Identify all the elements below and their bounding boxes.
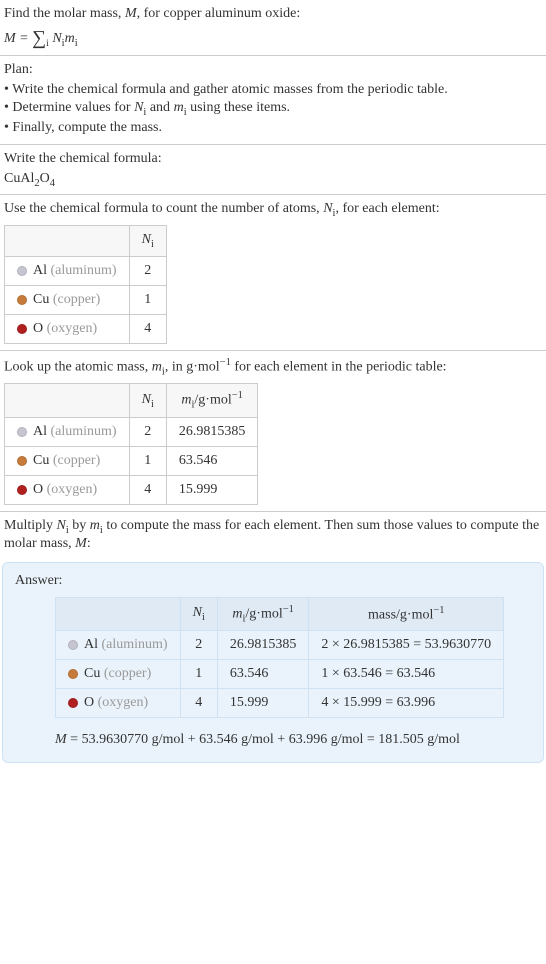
m-cell: 15.999 bbox=[166, 475, 258, 504]
n-cell: 4 bbox=[129, 475, 166, 504]
lookup-table: Ni mi/g·mol−1 Al (aluminum) 2 26.9815385… bbox=[4, 383, 258, 504]
header-m: mi/g·mol−1 bbox=[166, 384, 258, 417]
intro-var-m: M bbox=[125, 6, 137, 21]
n-cell: 2 bbox=[180, 631, 217, 660]
answer-final-equation: M = 53.9630770 g/mol + 63.546 g/mol + 63… bbox=[55, 732, 531, 748]
n-cell: 2 bbox=[129, 417, 166, 446]
element-cell: O (oxygen) bbox=[5, 314, 130, 343]
header-n: Ni bbox=[129, 384, 166, 417]
plan-title: Plan: bbox=[4, 62, 542, 78]
element-dot-icon bbox=[17, 427, 27, 437]
element-cell: Al (aluminum) bbox=[5, 256, 130, 285]
multiply-section: Multiply Ni by mi to compute the mass fo… bbox=[0, 512, 546, 558]
eq-m: m bbox=[65, 31, 75, 46]
header-empty bbox=[5, 226, 130, 257]
mass-cell: 1 × 63.546 = 63.546 bbox=[309, 660, 504, 689]
table-row: O (oxygen) 4 bbox=[5, 314, 167, 343]
element-cell: Cu (copper) bbox=[5, 285, 130, 314]
element-cell: Al (aluminum) bbox=[56, 631, 181, 660]
element-cell: Cu (copper) bbox=[5, 446, 130, 475]
eq-left: M bbox=[4, 31, 16, 46]
sum-index: i bbox=[46, 38, 49, 49]
formula-title: Write the chemical formula: bbox=[4, 151, 542, 167]
header-empty bbox=[56, 597, 181, 630]
count-section: Use the chemical formula to count the nu… bbox=[0, 195, 546, 351]
m-cell: 15.999 bbox=[217, 689, 309, 718]
chemical-formula: CuAl2O4 bbox=[4, 171, 542, 189]
element-dot-icon bbox=[17, 324, 27, 334]
n-cell: 4 bbox=[129, 314, 166, 343]
plan-item: • Write the chemical formula and gather … bbox=[4, 82, 542, 98]
element-dot-icon bbox=[17, 266, 27, 276]
eq-n: N bbox=[52, 31, 61, 46]
element-dot-icon bbox=[17, 456, 27, 466]
m-cell: 63.546 bbox=[217, 660, 309, 689]
molar-mass-equation: M = ∑i Nimi bbox=[4, 26, 542, 49]
n-cell: 1 bbox=[129, 446, 166, 475]
header-mass: mass/g·mol−1 bbox=[309, 597, 504, 630]
plan-item: • Determine values for Ni and mi using t… bbox=[4, 100, 542, 118]
element-cell: Cu (copper) bbox=[56, 660, 181, 689]
n-cell: 1 bbox=[180, 660, 217, 689]
answer-box: Answer: Ni mi/g·mol−1 mass/g·mol−1 Al (a… bbox=[2, 562, 544, 763]
m-cell: 63.546 bbox=[166, 446, 258, 475]
answer-label: Answer: bbox=[15, 573, 531, 589]
element-dot-icon bbox=[17, 295, 27, 305]
element-cell: Al (aluminum) bbox=[5, 417, 130, 446]
formula-section: Write the chemical formula: CuAl2O4 bbox=[0, 145, 546, 196]
element-dot-icon bbox=[17, 485, 27, 495]
table-row: Cu (copper) 1 63.546 bbox=[5, 446, 258, 475]
mass-cell: 2 × 26.9815385 = 53.9630770 bbox=[309, 631, 504, 660]
mass-cell: 4 × 15.999 = 63.996 bbox=[309, 689, 504, 718]
table-row: Cu (copper) 1 63.546 1 × 63.546 = 63.546 bbox=[56, 660, 504, 689]
intro-line1a: Find the molar mass, bbox=[4, 6, 125, 21]
intro-line1b: , for copper aluminum oxide: bbox=[137, 6, 301, 21]
m-cell: 26.9815385 bbox=[166, 417, 258, 446]
header-empty bbox=[5, 384, 130, 417]
element-dot-icon bbox=[68, 698, 78, 708]
element-dot-icon bbox=[68, 669, 78, 679]
intro-text: Find the molar mass, M, for copper alumi… bbox=[4, 6, 542, 22]
count-title: Use the chemical formula to count the nu… bbox=[4, 201, 542, 219]
element-dot-icon bbox=[68, 640, 78, 650]
m-cell: 26.9815385 bbox=[217, 631, 309, 660]
plan-list: • Write the chemical formula and gather … bbox=[4, 82, 542, 136]
answer-table: Ni mi/g·mol−1 mass/g·mol−1 Al (aluminum)… bbox=[55, 597, 504, 718]
table-header-row: Ni mi/g·mol−1 mass/g·mol−1 bbox=[56, 597, 504, 630]
table-header-row: Ni mi/g·mol−1 bbox=[5, 384, 258, 417]
sigma-icon: ∑ bbox=[32, 28, 46, 49]
eq-m-sub: i bbox=[75, 38, 78, 49]
plan-item: • Finally, compute the mass. bbox=[4, 120, 542, 136]
table-row: Al (aluminum) 2 bbox=[5, 256, 167, 285]
n-cell: 2 bbox=[129, 256, 166, 285]
table-row: O (oxygen) 4 15.999 bbox=[5, 475, 258, 504]
lookup-section: Look up the atomic mass, mi, in g·mol−1 … bbox=[0, 351, 546, 512]
multiply-text: Multiply Ni by mi to compute the mass fo… bbox=[4, 518, 542, 552]
table-row: Cu (copper) 1 bbox=[5, 285, 167, 314]
intro-section: Find the molar mass, M, for copper alumi… bbox=[0, 0, 546, 56]
plan-section: Plan: • Write the chemical formula and g… bbox=[0, 56, 546, 145]
n-cell: 1 bbox=[129, 285, 166, 314]
header-m: mi/g·mol−1 bbox=[217, 597, 309, 630]
header-n: Ni bbox=[180, 597, 217, 630]
count-table: Ni Al (aluminum) 2 Cu (copper) 1 O (oxyg… bbox=[4, 225, 167, 344]
element-cell: O (oxygen) bbox=[5, 475, 130, 504]
header-n: Ni bbox=[129, 226, 166, 257]
n-cell: 4 bbox=[180, 689, 217, 718]
table-header-row: Ni bbox=[5, 226, 167, 257]
lookup-title: Look up the atomic mass, mi, in g·mol−1 … bbox=[4, 357, 542, 377]
table-row: Al (aluminum) 2 26.9815385 2 × 26.981538… bbox=[56, 631, 504, 660]
element-cell: O (oxygen) bbox=[56, 689, 181, 718]
table-row: O (oxygen) 4 15.999 4 × 15.999 = 63.996 bbox=[56, 689, 504, 718]
table-row: Al (aluminum) 2 26.9815385 bbox=[5, 417, 258, 446]
